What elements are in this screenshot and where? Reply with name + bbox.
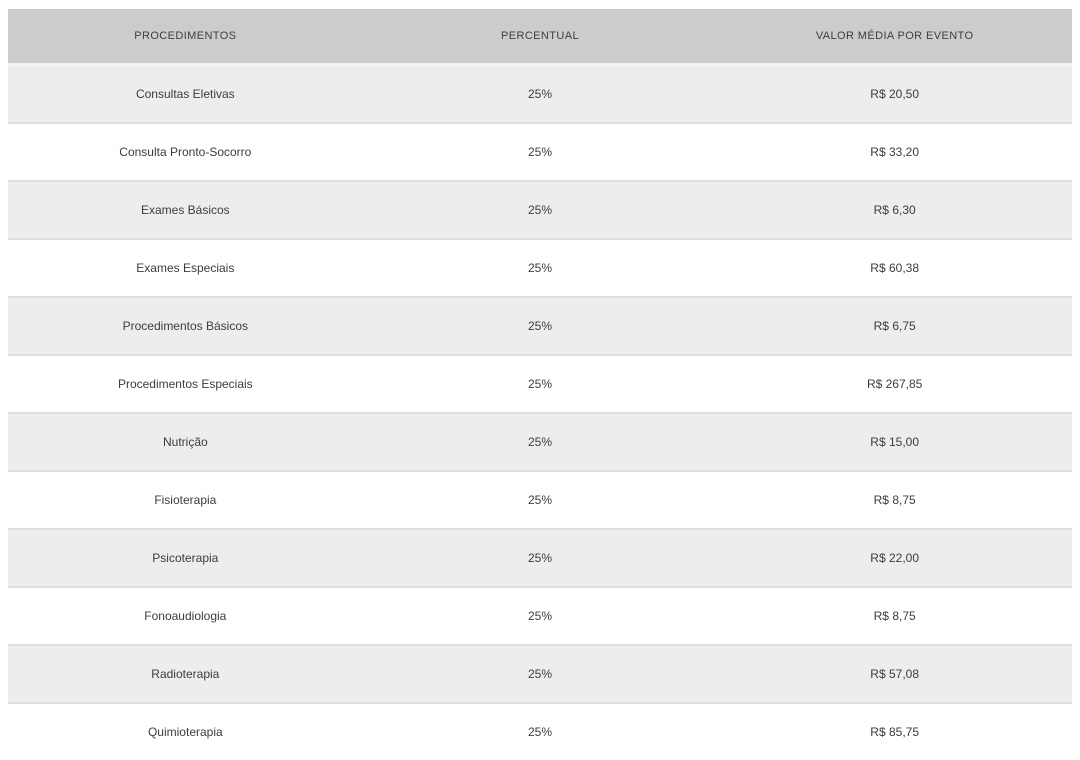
cell-procedimento: Psicoterapia: [8, 529, 363, 587]
cell-percentual: 25%: [363, 181, 718, 239]
procedures-table: PROCEDIMENTOS PERCENTUAL VALOR MÉDIA POR…: [8, 9, 1072, 760]
cell-valor-media: R$ 15,00: [717, 413, 1072, 471]
cell-percentual: 25%: [363, 123, 718, 181]
cell-percentual: 25%: [363, 703, 718, 760]
cell-procedimento: Quimioterapia: [8, 703, 363, 760]
cell-percentual: 25%: [363, 587, 718, 645]
cell-valor-media: R$ 85,75: [717, 703, 1072, 760]
cell-percentual: 25%: [363, 297, 718, 355]
cell-procedimento: Exames Básicos: [8, 181, 363, 239]
cell-procedimento: Exames Especiais: [8, 239, 363, 297]
cell-procedimento: Fisioterapia: [8, 471, 363, 529]
cell-valor-media: R$ 267,85: [717, 355, 1072, 413]
column-header-valor-media-por-evento: VALOR MÉDIA POR EVENTO: [717, 9, 1072, 65]
column-header-percentual: PERCENTUAL: [363, 9, 718, 65]
cell-procedimento: Fonoaudiologia: [8, 587, 363, 645]
cell-percentual: 25%: [363, 645, 718, 703]
cell-valor-media: R$ 6,30: [717, 181, 1072, 239]
cell-valor-media: R$ 60,38: [717, 239, 1072, 297]
cell-procedimento: Consulta Pronto-Socorro: [8, 123, 363, 181]
cell-procedimento: Procedimentos Básicos: [8, 297, 363, 355]
table-header-row: PROCEDIMENTOS PERCENTUAL VALOR MÉDIA POR…: [8, 9, 1072, 65]
cell-percentual: 25%: [363, 471, 718, 529]
cell-percentual: 25%: [363, 355, 718, 413]
cell-procedimento: Radioterapia: [8, 645, 363, 703]
cell-procedimento: Consultas Eletivas: [8, 65, 363, 124]
table-header: PROCEDIMENTOS PERCENTUAL VALOR MÉDIA POR…: [8, 9, 1072, 65]
column-header-procedimentos: PROCEDIMENTOS: [8, 9, 363, 65]
cell-valor-media: R$ 20,50: [717, 65, 1072, 124]
cell-valor-media: R$ 33,20: [717, 123, 1072, 181]
cell-percentual: 25%: [363, 65, 718, 124]
cell-valor-media: R$ 8,75: [717, 471, 1072, 529]
cell-valor-media: R$ 57,08: [717, 645, 1072, 703]
cell-procedimento: Procedimentos Especiais: [8, 355, 363, 413]
cell-valor-media: R$ 22,00: [717, 529, 1072, 587]
cell-percentual: 25%: [363, 529, 718, 587]
cell-procedimento: Nutrição: [8, 413, 363, 471]
cell-valor-media: R$ 6,75: [717, 297, 1072, 355]
cell-valor-media: R$ 8,75: [717, 587, 1072, 645]
cell-percentual: 25%: [363, 239, 718, 297]
cell-percentual: 25%: [363, 413, 718, 471]
